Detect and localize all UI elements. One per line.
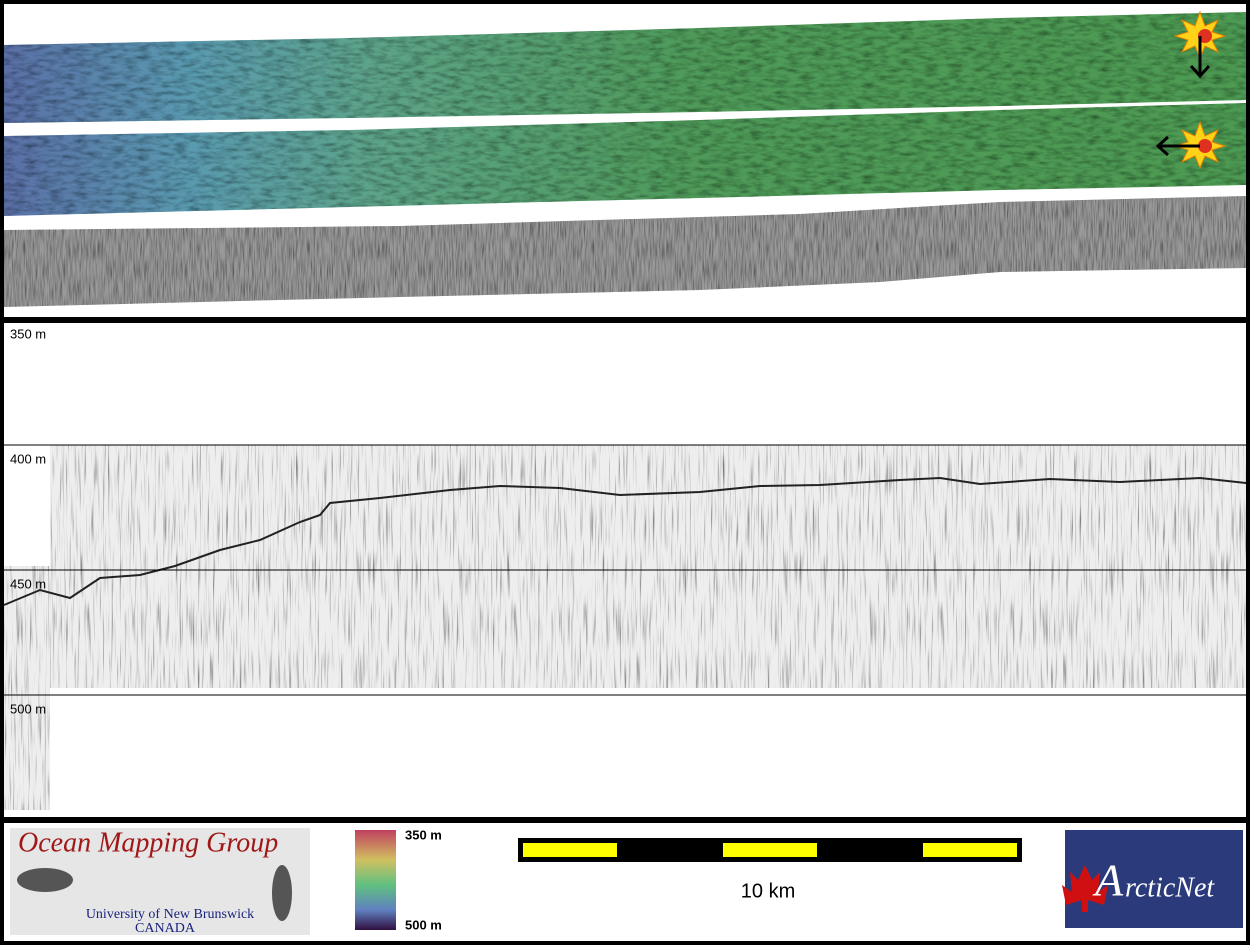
- partner-logo-text: rcticNet: [1125, 872, 1215, 903]
- logo-graphic: [17, 868, 73, 892]
- colorbar-label: 350 m: [405, 827, 442, 842]
- scale-bar-label: 10 km: [741, 880, 795, 902]
- swath-sun-north: [4, 12, 1246, 123]
- scale-bar-segment: [523, 843, 617, 857]
- profile-echogram: [4, 566, 50, 810]
- logo-subtitle: University of New Brunswick: [86, 907, 254, 922]
- logo-title: Ocean Mapping Group: [18, 827, 278, 858]
- depth-label: 450 m: [10, 576, 46, 591]
- scale-bar-segment: [723, 843, 817, 857]
- swath-sun-west: [4, 103, 1246, 216]
- colorbar: [355, 830, 396, 930]
- seabed-reflector: [3, 476, 1247, 606]
- sun-icon: [1173, 10, 1227, 79]
- colorbar-label: 500 m: [405, 917, 442, 932]
- logo-subtitle: CANADA: [135, 921, 196, 936]
- scale-bar-segment: [923, 843, 1017, 857]
- depth-label: 500 m: [10, 701, 46, 716]
- profile-echogram: [50, 445, 1246, 688]
- maple-leaf: [1062, 865, 1108, 912]
- logo-graphic: [272, 865, 292, 921]
- backscatter-swath: [4, 196, 1246, 307]
- depth-label: 400 m: [10, 451, 46, 466]
- depth-label: 350 m: [10, 326, 46, 341]
- sun-icon: [1155, 120, 1227, 170]
- partner-logo-initial: A: [1092, 855, 1124, 906]
